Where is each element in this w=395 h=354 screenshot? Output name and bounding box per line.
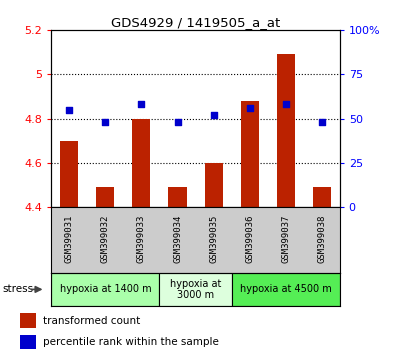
Text: GSM399032: GSM399032 (101, 215, 110, 263)
Point (246, 105, 253, 111)
Bar (169, 187, 186, 207)
Text: stress: stress (2, 284, 33, 295)
Bar (205, 163, 222, 207)
Point (102, 119, 109, 125)
Bar (132, 119, 150, 207)
Bar (20, 335, 36, 349)
Bar (276, 55, 295, 207)
Point (138, 102, 145, 107)
Bar (241, 101, 259, 207)
Bar (60, 141, 78, 207)
Point (211, 112, 217, 118)
Text: hypoxia at 4500 m: hypoxia at 4500 m (240, 284, 331, 295)
Point (66, 107, 73, 113)
Text: hypoxia at 1400 m: hypoxia at 1400 m (60, 284, 151, 295)
Bar (96, 187, 115, 207)
Text: GSM399036: GSM399036 (245, 215, 254, 263)
Point (282, 102, 289, 107)
Point (174, 119, 181, 125)
Text: hypoxia at
3000 m: hypoxia at 3000 m (170, 279, 221, 300)
Text: GSM399038: GSM399038 (317, 215, 326, 263)
Bar (231, 273, 340, 306)
Text: GSM399031: GSM399031 (65, 215, 74, 263)
Point (318, 119, 325, 125)
Bar (160, 273, 231, 306)
Text: GSM399033: GSM399033 (137, 215, 146, 263)
Text: percentile rank within the sample: percentile rank within the sample (43, 337, 219, 347)
Text: GSM399034: GSM399034 (173, 215, 182, 263)
Title: GDS4929 / 1419505_a_at: GDS4929 / 1419505_a_at (111, 16, 280, 29)
Bar (20, 313, 36, 328)
Text: transformed count: transformed count (43, 315, 141, 326)
Bar (313, 187, 331, 207)
Text: GSM399037: GSM399037 (281, 215, 290, 263)
Bar (51, 273, 160, 306)
Text: GSM399035: GSM399035 (209, 215, 218, 263)
